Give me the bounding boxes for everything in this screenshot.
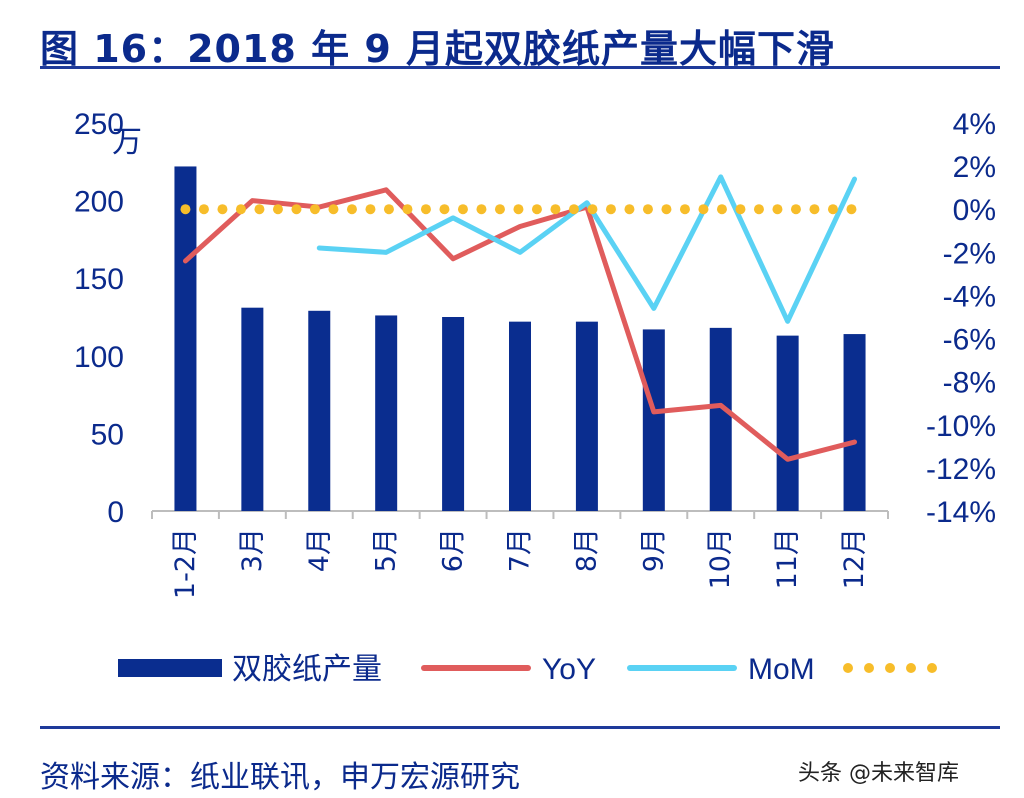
dotted-line-dot <box>402 204 413 215</box>
dotted-line-dot <box>550 204 561 215</box>
dotted-line-dot <box>605 204 616 215</box>
legend-swatch-bar <box>118 659 222 677</box>
dotted-line-dot <box>346 204 357 215</box>
dotted-line-dot <box>291 204 302 215</box>
dotted-line-dot <box>716 204 727 215</box>
y-left-tick-label: 0 <box>107 496 124 529</box>
bar-series <box>174 166 866 511</box>
source-rule <box>40 726 1000 729</box>
dotted-line-dot <box>328 204 339 215</box>
dotted-line-dot <box>624 204 635 215</box>
dotted-line-dot <box>217 204 228 215</box>
axes <box>151 510 889 519</box>
x-category-label: 11月 <box>772 528 803 589</box>
bar <box>442 317 465 511</box>
dotted-line-dot <box>790 204 801 215</box>
x-category-label: 9月 <box>638 528 669 572</box>
y-right-tick-label: 2% <box>953 151 996 184</box>
x-category-label: 3月 <box>237 528 268 572</box>
x-category-label: 7月 <box>505 528 536 572</box>
x-category-label: 1-2月 <box>170 528 201 599</box>
y-left-tick-label: 100 <box>74 341 124 374</box>
legend-swatch-dotted <box>906 663 916 673</box>
legend-label-mom: MoM <box>748 653 815 686</box>
dotted-line-dot <box>198 204 209 215</box>
y-left-tick-label: 150 <box>74 263 124 296</box>
legend-swatch-dotted <box>885 663 895 673</box>
watermark: 头条 @未来智库 <box>798 761 959 786</box>
y-left-unit-label: 万 <box>112 125 142 160</box>
bar <box>375 315 398 511</box>
dotted-line-dot <box>457 204 468 215</box>
bar <box>509 321 531 511</box>
dotted-line-dot <box>679 204 690 215</box>
x-category-label: 10月 <box>705 528 736 589</box>
dotted-line-dot <box>809 204 820 215</box>
y-right-tick-label: -8% <box>943 367 996 400</box>
legend-swatch-dotted <box>843 663 853 673</box>
y-left-tick-label: 50 <box>91 418 124 451</box>
bar <box>642 329 665 511</box>
x-category-label: 4月 <box>304 528 335 572</box>
dotted-line-dot <box>827 204 838 215</box>
title-rule <box>40 66 1000 69</box>
x-category-label: 5月 <box>371 528 402 572</box>
y-left-tick-label: 200 <box>74 186 124 219</box>
dotted-line-dot <box>272 204 283 215</box>
bar <box>709 327 732 511</box>
dotted-line-dot <box>420 204 431 215</box>
legend-swatch-dotted <box>927 663 937 673</box>
dotted-line-dot <box>180 204 191 215</box>
dotted-line-dot <box>661 204 672 215</box>
bar <box>575 321 598 511</box>
dotted-line-dot <box>531 204 542 215</box>
legend-label-yoy: YoY <box>542 653 596 686</box>
x-category-label: 8月 <box>571 528 602 572</box>
dotted-line-dot <box>772 204 783 215</box>
y-right-tick-label: -2% <box>943 237 996 270</box>
dotted-line-dot <box>568 204 579 215</box>
legend-swatch-dotted <box>864 663 874 673</box>
x-category-label: 12月 <box>839 528 870 589</box>
y-right-tick-label: -12% <box>926 453 996 486</box>
y-right-tick-label: -6% <box>943 324 996 357</box>
dotted-line-dot <box>753 204 764 215</box>
legend-label-bar: 双胶纸产量 <box>232 652 382 687</box>
dotted-line-dot <box>698 204 709 215</box>
bar <box>241 307 264 511</box>
dotted-line-dot <box>494 204 505 215</box>
y-right-tick-label: 0% <box>953 194 996 227</box>
dotted-line-dot <box>254 204 265 215</box>
y-right-tick-label: 4% <box>953 108 996 141</box>
dotted-line-dot <box>735 204 746 215</box>
dotted-line-dot <box>235 204 246 215</box>
y-right-tick-label: -4% <box>943 280 996 313</box>
chart-title: 图 16：2018 年 9 月起双胶纸产量大幅下滑 <box>40 27 836 71</box>
line-mom <box>316 174 858 324</box>
dotted-line-dot <box>846 204 857 215</box>
dotted-line-dot <box>365 204 376 215</box>
bar <box>308 310 331 511</box>
legend: 双胶纸产量 YoY MoM <box>118 652 937 687</box>
bar <box>843 334 866 511</box>
dotted-line-dot <box>383 204 394 215</box>
dotted-line-dot <box>476 204 487 215</box>
y-left-tick-label: 250 <box>74 108 124 141</box>
dotted-line-dot <box>309 204 320 215</box>
line-series <box>180 174 858 462</box>
dotted-line-dot <box>587 204 598 215</box>
y-right-tick-label: -10% <box>926 410 996 443</box>
source-note: 资料来源：纸业联讯，申万宏源研究 <box>40 760 520 795</box>
bar <box>174 166 197 511</box>
dotted-line-dot <box>439 204 450 215</box>
bar <box>776 335 799 511</box>
dotted-line-dot <box>642 204 653 215</box>
dotted-line-dot <box>513 204 524 215</box>
x-category-label: 6月 <box>438 528 469 572</box>
y-right-tick-label: -14% <box>926 496 996 529</box>
